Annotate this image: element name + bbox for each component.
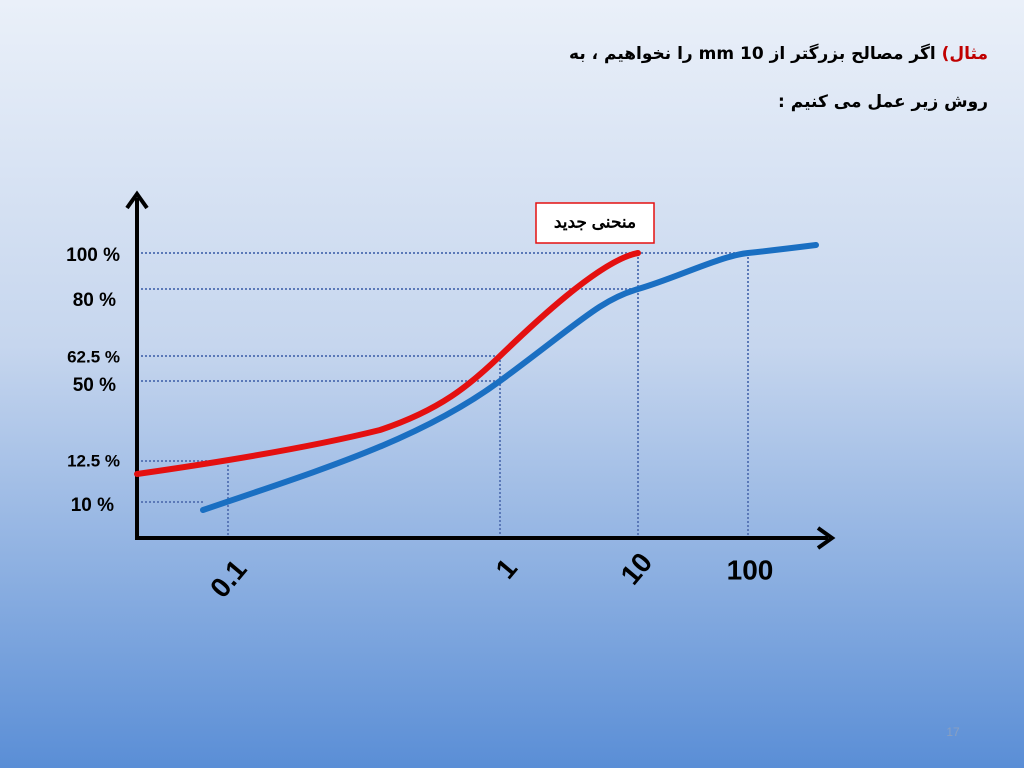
legend-label: منحنی جدید [554, 212, 636, 231]
header-line-1: مثال) اگر مصالح بزرگتر از 10 mm را نخواه… [288, 44, 988, 64]
header-highlight: مثال) [941, 44, 988, 64]
y-label: 12.5 % [67, 451, 120, 470]
y-label: 80 % [73, 290, 116, 311]
y-label: 62.5 % [67, 347, 120, 366]
x-label: 100 [727, 554, 774, 585]
x-label: 10 [614, 547, 658, 591]
y-label: 50 % [73, 375, 116, 396]
new-curve [134, 250, 641, 477]
header-line-2: روش زیر عمل می کنیم : [778, 92, 988, 112]
original-curve [200, 242, 819, 513]
legend-box [535, 202, 655, 244]
x-label: 1 [490, 553, 524, 585]
guide-lines [137, 252, 749, 538]
axes [125, 190, 836, 550]
page-number: 17 [946, 725, 960, 739]
y-label: 100 % [66, 245, 120, 266]
header-text: اگر مصالح بزرگتر از 10 mm را نخواهیم ، ب… [569, 44, 936, 64]
x-label: 0.1 [204, 554, 253, 604]
y-label: 10 % [71, 495, 114, 516]
